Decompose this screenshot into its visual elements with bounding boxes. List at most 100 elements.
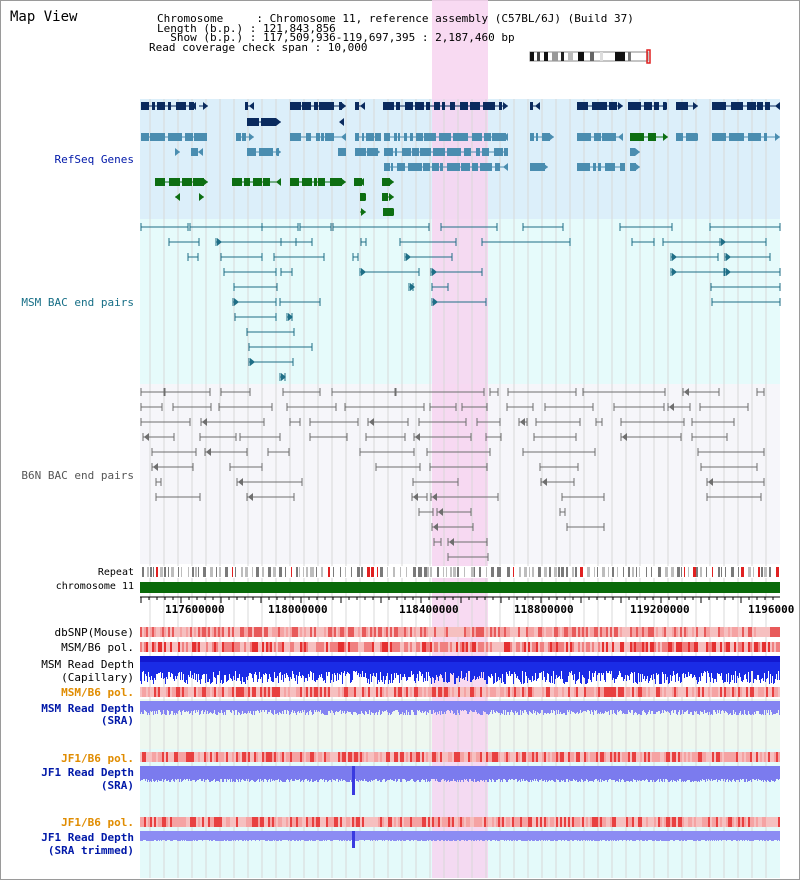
- jf1-depth-sra-bar: [775, 766, 776, 781]
- jf1-depth-trimmed-bar: [465, 831, 466, 840]
- polymorphism-cell: [508, 627, 510, 637]
- polymorphism-cell: [314, 752, 316, 762]
- repeat-feature: [219, 567, 221, 577]
- jf1-depth-sra-bar: [272, 766, 273, 781]
- msm-depth-sra-bar: [639, 701, 640, 714]
- msm-depth-capillary-bar: [243, 656, 244, 682]
- polymorphism-cell: [744, 752, 746, 762]
- polymorphism-cell: [682, 627, 684, 637]
- jf1-depth-trimmed-bar: [363, 831, 364, 840]
- refseq-gene-arrow: [375, 148, 380, 156]
- polymorphism-cell: [666, 642, 668, 652]
- jf1-depth-sra-bar: [580, 766, 581, 782]
- msm-depth-sra-bar: [537, 701, 538, 712]
- jf1-depth-trimmed-bar: [609, 831, 610, 841]
- jf1-depth-sra-bar: [233, 766, 234, 781]
- jf1-depth-trimmed-bar: [274, 831, 275, 841]
- polymorphism-cell: [178, 642, 180, 652]
- polymorphism-cell: [178, 752, 180, 762]
- jf1-depth-sra-bar: [173, 766, 174, 781]
- jf1-depth-trimmed-bar: [517, 831, 518, 841]
- jf1-depth-trimmed-bar: [235, 831, 236, 841]
- polymorphism-cell: [414, 627, 416, 637]
- msm-depth-sra-bar: [469, 701, 470, 712]
- jf1-depth-trimmed-bar: [147, 831, 148, 841]
- polymorphism-cell: [538, 627, 540, 637]
- jf1-depth-trimmed-bar: [340, 831, 341, 840]
- msm-depth-capillary-bar: [483, 656, 484, 672]
- msm-depth-capillary-bar: [365, 656, 366, 673]
- polymorphism-cell: [490, 817, 492, 827]
- polymorphism-cell: [382, 687, 384, 697]
- polymorphism-cell: [274, 642, 276, 652]
- polymorphism-cell: [342, 627, 344, 637]
- jf1-depth-sra-bar: [544, 766, 545, 780]
- jf1-depth-sra-bar: [154, 766, 155, 782]
- polymorphism-cell: [336, 687, 338, 697]
- selected-region-highlight[interactable]: [432, 0, 488, 878]
- jf1-depth-trimmed-bar: [491, 831, 492, 841]
- polymorphism-cell: [380, 817, 382, 827]
- polymorphism-cell: [266, 752, 268, 762]
- polymorphism-cell: [752, 627, 754, 637]
- polymorphism-cell: [450, 642, 452, 652]
- msm-depth-capillary-bar: [330, 656, 331, 683]
- msm-depth-sra-bar: [295, 701, 296, 713]
- repeat-feature: [380, 567, 383, 577]
- polymorphism-cell: [686, 687, 688, 697]
- polymorphism-cell: [512, 817, 514, 827]
- msm-depth-sra-bar: [216, 701, 217, 715]
- jf1-depth-trimmed-bar: [521, 831, 522, 841]
- msm-depth-capillary-bar: [762, 656, 763, 678]
- msm-depth-sra-bar: [627, 701, 628, 714]
- polymorphism-cell: [388, 752, 390, 762]
- msm-depth-sra-bar: [396, 701, 397, 710]
- jf1-depth-sra-bar: [507, 766, 508, 782]
- jf1-depth-trimmed-bar: [393, 831, 394, 841]
- repeat-feature: [554, 567, 557, 577]
- jf1-depth-trimmed-bar: [414, 831, 415, 840]
- jf1-depth-sra-bar: [281, 766, 282, 781]
- jf1-depth-sra-bar: [623, 766, 624, 780]
- msm-depth-sra-bar: [200, 701, 201, 714]
- polymorphism-cell: [440, 752, 442, 762]
- jf1-depth-sra-bar: [631, 766, 632, 781]
- msm-depth-sra-bar: [222, 701, 223, 713]
- polymorphism-cell: [748, 627, 750, 637]
- polymorphism-cell: [284, 642, 286, 652]
- msm-depth-capillary-bar: [355, 656, 356, 672]
- jf1-depth-sra-bar: [246, 766, 247, 779]
- jf1-depth-trimmed-bar: [552, 831, 553, 841]
- polymorphism-cell: [180, 817, 182, 827]
- jf1-depth-sra-bar: [411, 766, 412, 779]
- msm-depth-sra-bar: [408, 701, 409, 712]
- jf1-depth-sra-bar: [726, 766, 727, 780]
- polymorphism-cell: [412, 817, 414, 827]
- jf1-depth-sra-bar: [202, 766, 203, 781]
- msm-depth-capillary-bar: [353, 656, 354, 671]
- refseq-gene: [731, 102, 743, 110]
- polymorphism-cell: [162, 752, 164, 762]
- polymorphism-cell: [694, 817, 696, 827]
- polymorphism-cell: [322, 752, 324, 762]
- polymorphism-cell: [528, 687, 530, 697]
- polymorphism-cell: [646, 627, 648, 637]
- polymorphism-cell: [492, 627, 494, 637]
- polymorphism-cell: [642, 627, 644, 637]
- refseq-gene-arrow: [361, 193, 366, 201]
- polymorphism-cell: [760, 752, 762, 762]
- jf1-depth-sra-bar: [528, 766, 529, 782]
- polymorphism-cell: [624, 642, 626, 652]
- repeat-feature: [597, 567, 598, 577]
- polymorphism-cell: [458, 752, 460, 762]
- msm-depth-capillary-bar: [363, 656, 364, 677]
- msm-depth-capillary-bar: [262, 656, 263, 683]
- polymorphism-cell: [514, 817, 516, 827]
- msm-depth-sra-bar: [762, 701, 763, 714]
- jf1-depth-trimmed-bar: [244, 831, 245, 840]
- jf1-depth-sra-bar: [203, 766, 204, 779]
- jf1-depth-trimmed-bar: [417, 831, 418, 841]
- polymorphism-cell: [392, 627, 394, 637]
- jf1-depth-sra-bar: [476, 766, 477, 782]
